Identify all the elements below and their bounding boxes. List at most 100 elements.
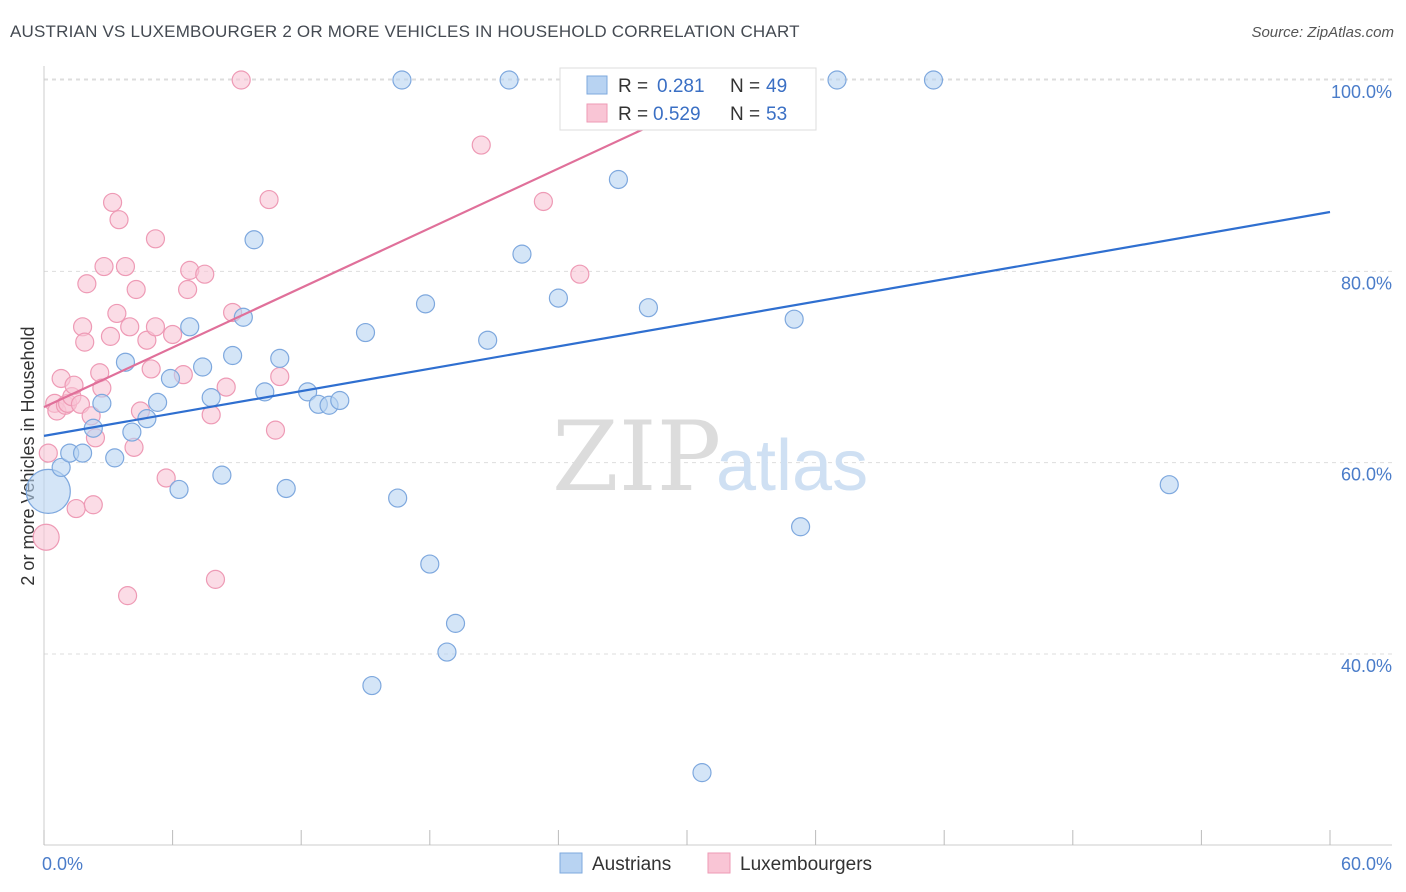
austrian-point (355, 322, 376, 343)
austrian-point (638, 298, 659, 318)
luxembourger-point (109, 210, 129, 230)
austrian-point (392, 70, 412, 90)
series-legend: Austrians Luxembourgers (559, 852, 872, 875)
luxembourger-point (117, 586, 138, 606)
austrian-point (193, 357, 213, 377)
luxembourger-point (141, 359, 161, 379)
luxembourger-point (471, 135, 491, 155)
x-tick-marks (43, 830, 1331, 845)
y-tick-label: 40.0% (1341, 656, 1392, 676)
luxembourger-point (94, 256, 114, 277)
source-label: Source: ZipAtlas.com (1251, 24, 1394, 41)
austrian-point (244, 230, 264, 250)
luxembourger-point (38, 443, 58, 463)
watermark-zip: ZIP (552, 401, 721, 513)
luxembourger-point (75, 332, 95, 352)
austrian-point (51, 457, 71, 478)
x-tick-label-min: 0.0% (42, 854, 83, 874)
luxembourger-point (270, 366, 290, 387)
correlation-legend: R = 0.281 N = 49 R = 0.529 N = 53 (559, 67, 817, 131)
legend-r-value-luxembourgers: 0.529 (653, 104, 701, 125)
luxembourger-point (137, 330, 157, 350)
luxembourger-point (145, 317, 166, 337)
austrian-point (512, 244, 532, 264)
austrian-point (548, 288, 569, 308)
series-legend-label-austrians: Austrians (592, 854, 671, 875)
y-tick-label: 60.0% (1341, 465, 1392, 485)
luxembourger-point (120, 317, 140, 337)
y-tick-label: 80.0% (1341, 273, 1392, 293)
chart-title: AUSTRIAN VS LUXEMBOURGER 2 OR MORE VEHIC… (10, 22, 800, 41)
series-legend-swatch-austrians (559, 852, 583, 874)
legend-n-value-luxembourgers: 53 (766, 104, 787, 125)
luxembourger-point (533, 191, 553, 212)
legend-n-value-austrians: 49 (766, 76, 787, 97)
austrian-point (1159, 475, 1179, 495)
legend-swatch-luxembourgers (586, 103, 608, 123)
austrian-point (270, 348, 290, 368)
luxembourger-point (66, 498, 86, 519)
luxembourger-point (570, 264, 590, 284)
austrian-point (388, 488, 408, 508)
y-tick-label: 100.0% (1331, 82, 1392, 102)
austrian-point (362, 675, 382, 696)
austrian-point (784, 309, 804, 329)
austrian-point (223, 345, 243, 366)
luxembourger-point (216, 377, 236, 397)
austrian-point (415, 294, 436, 314)
austrian-point (169, 479, 189, 500)
legend-swatch-austrians (586, 75, 608, 95)
luxembourger-point (259, 189, 279, 210)
luxembourger-point (102, 192, 123, 213)
austrian-point (330, 390, 350, 411)
austrian-point (437, 642, 457, 662)
austrian-point (160, 368, 181, 389)
luxembourger-point (265, 420, 286, 440)
austrian-point (790, 517, 811, 537)
series-legend-swatch-luxembourgers (707, 852, 731, 874)
luxembourger-point (32, 523, 60, 551)
austrian-point (499, 70, 519, 90)
luxembourger-point (145, 229, 166, 249)
austrian-point (122, 422, 142, 442)
luxembourger-point (77, 274, 97, 294)
luxembourger-point (178, 279, 198, 300)
luxembourger-point (126, 279, 146, 300)
austrian-point (608, 169, 629, 190)
luxembourger-point (100, 326, 121, 346)
austrian-point (72, 443, 93, 463)
austrian-point (212, 465, 232, 485)
legend-r-label-austrians: R = (618, 76, 648, 97)
legend-n-label-luxembourgers: N = (730, 104, 760, 125)
luxembourger-point (115, 256, 136, 277)
austrian-point (147, 392, 168, 412)
watermark-atlas: atlas (716, 426, 868, 506)
luxembourgers-trendline (43, 102, 699, 409)
austrian-point (827, 70, 847, 90)
trendlines (43, 102, 1331, 437)
austrian-point (420, 554, 440, 574)
x-tick-label-max: 60.0% (1341, 854, 1392, 874)
austrian-point (692, 763, 712, 783)
luxembourger-point (205, 569, 226, 589)
y-tick-labels: 40.0% 60.0% 80.0% 100.0% (1331, 82, 1392, 676)
austrians-trendline (43, 210, 1331, 437)
gridlines (44, 78, 1392, 655)
austrian-point (276, 478, 296, 499)
series-legend-label-luxembourgers: Luxembourgers (740, 854, 872, 875)
legend-n-label-austrians: N = (730, 76, 760, 97)
austrian-point (105, 448, 125, 468)
austrian-point (25, 468, 71, 514)
austrian-point (180, 317, 200, 337)
legend-r-value-austrians: 0.281 (657, 76, 705, 97)
luxembourger-point (156, 468, 176, 488)
legend-r-label-luxembourgers: R = (618, 104, 648, 125)
austrian-point (92, 393, 112, 413)
luxembourger-point (163, 324, 183, 345)
luxembourger-point (195, 264, 215, 284)
luxembourger-point (107, 303, 127, 324)
austrian-point (445, 613, 466, 633)
luxembourger-point (231, 70, 251, 90)
luxembourger-point (83, 495, 103, 515)
